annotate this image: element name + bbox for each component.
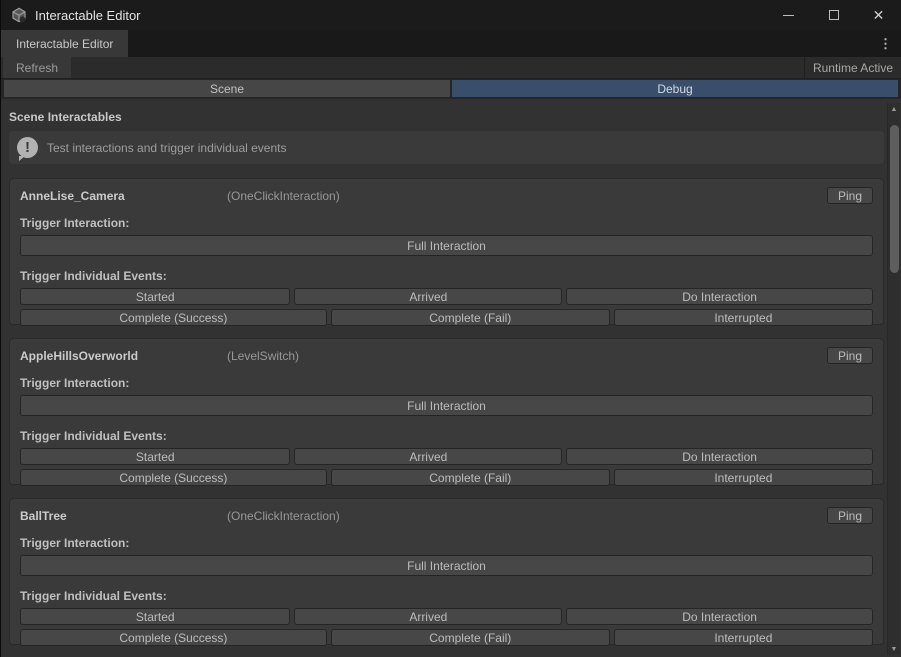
- debug-toggle-label: Debug: [657, 81, 693, 96]
- started-button[interactable]: Started: [20, 288, 291, 305]
- unity-cube-icon: [12, 7, 26, 23]
- tab-interactable-editor[interactable]: Interactable Editor: [1, 30, 129, 57]
- full-interaction-button[interactable]: Full Interaction: [20, 235, 873, 256]
- interrupted-button[interactable]: Interrupted: [613, 309, 874, 326]
- interactable-section: AppleHillsOverworld (LevelSwitch) Ping T…: [9, 338, 884, 486]
- toolbar: Refresh Runtime Active: [1, 57, 901, 79]
- interactable-type: (OneClickInteraction): [227, 188, 340, 203]
- full-interaction-button[interactable]: Full Interaction: [20, 555, 873, 576]
- scroll-content: Scene Interactables ! Test interactions …: [1, 99, 886, 657]
- ping-button[interactable]: Ping: [827, 187, 873, 204]
- interactable-name: AppleHillsOverworld: [20, 348, 139, 363]
- close-icon: ✕: [872, 6, 885, 23]
- scrollbar-track[interactable]: [889, 117, 899, 641]
- complete-fail-button[interactable]: Complete (Fail): [330, 309, 610, 326]
- complete-success-button[interactable]: Complete (Success): [20, 469, 327, 486]
- arrived-button[interactable]: Arrived: [294, 448, 563, 465]
- info-box: ! Test interactions and trigger individu…: [9, 131, 884, 164]
- window-title: Interactable Editor: [35, 7, 141, 23]
- complete-fail-button[interactable]: Complete (Fail): [330, 469, 610, 486]
- trigger-individual-events-label: Trigger Individual Events:: [20, 269, 167, 283]
- interactable-section: AnneLise_Camera (OneClickInteraction) Pi…: [9, 178, 884, 326]
- arrived-button[interactable]: Arrived: [294, 608, 563, 625]
- started-button[interactable]: Started: [20, 448, 291, 465]
- do-interaction-button[interactable]: Do Interaction: [566, 608, 874, 625]
- interactable-section: BallTree (OneClickInteraction) Ping Trig…: [9, 498, 884, 646]
- complete-success-button[interactable]: Complete (Success): [20, 309, 327, 326]
- scrollbar-thumb[interactable]: [890, 125, 899, 273]
- complete-fail-button[interactable]: Complete (Fail): [330, 629, 610, 646]
- ping-button[interactable]: Ping: [827, 347, 873, 364]
- scene-toggle-label: Scene: [209, 81, 245, 96]
- arrived-button[interactable]: Arrived: [294, 288, 563, 305]
- ping-button[interactable]: Ping: [827, 507, 873, 524]
- scene-toggle-button[interactable]: Scene: [4, 80, 450, 97]
- refresh-button[interactable]: Refresh: [3, 57, 72, 78]
- trigger-interaction-label: Trigger Interaction:: [20, 536, 130, 550]
- runtime-active-toggle[interactable]: Runtime Active: [803, 57, 901, 78]
- complete-success-button[interactable]: Complete (Success): [20, 629, 327, 646]
- scroll-down-icon[interactable]: ▼: [890, 645, 898, 653]
- scroll-up-icon[interactable]: ▲: [890, 105, 898, 113]
- vertical-scrollbar[interactable]: ▲ ▼: [887, 103, 900, 655]
- window-titlebar: Interactable Editor ✕: [1, 0, 901, 30]
- close-button[interactable]: ✕: [856, 0, 901, 30]
- runtime-active-label: Runtime Active: [812, 60, 893, 75]
- do-interaction-button[interactable]: Do Interaction: [566, 288, 874, 305]
- minimize-button[interactable]: [766, 0, 811, 30]
- trigger-individual-events-label: Trigger Individual Events:: [20, 429, 167, 443]
- view-toggle: Scene Debug: [1, 79, 901, 99]
- tab-label: Interactable Editor: [16, 36, 114, 51]
- info-text: Test interactions and trigger individual…: [47, 140, 287, 155]
- interrupted-button[interactable]: Interrupted: [613, 469, 874, 486]
- maximize-icon: [828, 10, 839, 20]
- page-title: Scene Interactables: [9, 110, 122, 124]
- refresh-label: Refresh: [16, 60, 59, 75]
- maximize-button[interactable]: [811, 0, 856, 30]
- full-interaction-button[interactable]: Full Interaction: [20, 395, 873, 416]
- trigger-interaction-label: Trigger Interaction:: [20, 216, 130, 230]
- started-button[interactable]: Started: [20, 608, 291, 625]
- minimize-icon: [783, 14, 794, 16]
- info-icon: !: [17, 137, 38, 161]
- interactable-name: AnneLise_Camera: [20, 188, 125, 203]
- interactable-type: (OneClickInteraction): [227, 508, 340, 523]
- interactable-name: BallTree: [20, 508, 67, 523]
- debug-toggle-button[interactable]: Debug: [452, 80, 898, 97]
- interactable-type: (LevelSwitch): [227, 348, 300, 363]
- trigger-interaction-label: Trigger Interaction:: [20, 376, 130, 390]
- interrupted-button[interactable]: Interrupted: [613, 629, 874, 646]
- do-interaction-button[interactable]: Do Interaction: [566, 448, 874, 465]
- main-panel: Scene Interactables ! Test interactions …: [1, 99, 901, 657]
- trigger-individual-events-label: Trigger Individual Events:: [20, 589, 167, 603]
- more-menu-icon[interactable]: ⋮: [879, 35, 892, 51]
- tab-bar: Interactable Editor ⋮: [1, 30, 901, 57]
